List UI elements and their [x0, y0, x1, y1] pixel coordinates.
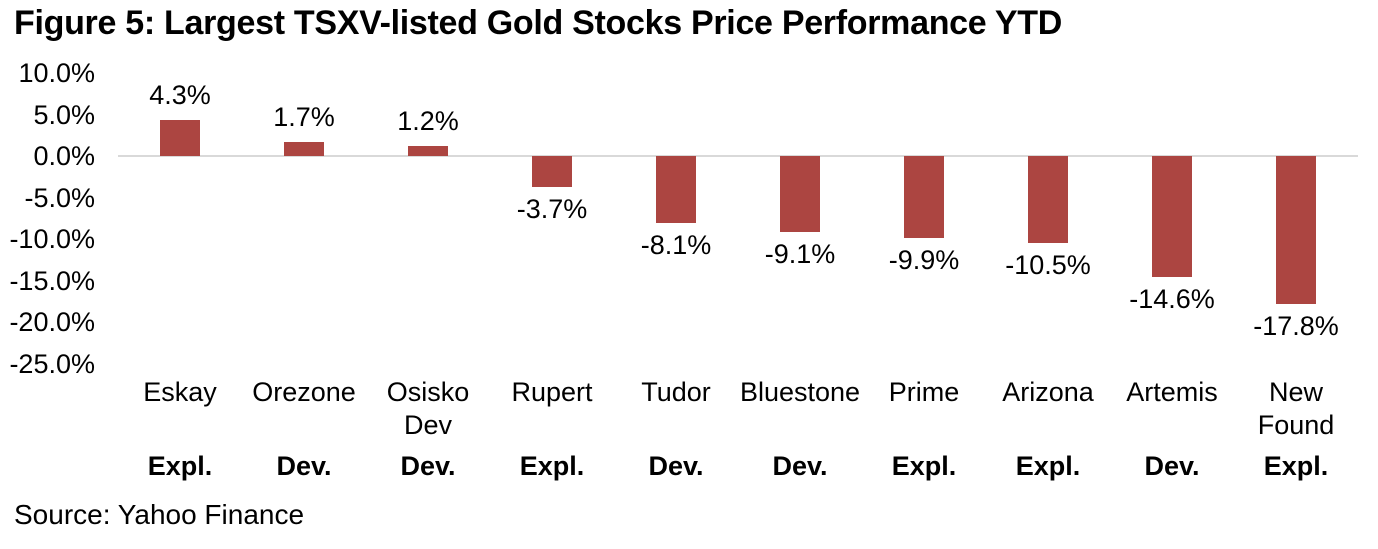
- bar: [904, 156, 944, 239]
- y-tick-label: -10.0%: [9, 224, 95, 254]
- bar-value-label: 1.7%: [273, 101, 335, 132]
- category-label: New Found: [1257, 377, 1335, 440]
- zero-gridline: [118, 155, 1358, 157]
- category-label: Orezone: [252, 377, 356, 407]
- y-tick-label: -25.0%: [9, 348, 95, 379]
- bar: [1028, 156, 1068, 244]
- bar: [656, 156, 696, 224]
- category-label: Rupert: [511, 377, 593, 407]
- bar-value-label: 4.3%: [149, 80, 211, 111]
- bar-value-label: -14.6%: [1129, 284, 1215, 315]
- category-type-label: Expl.: [891, 451, 957, 481]
- category-type-label: Expl.: [1263, 451, 1329, 481]
- category-type-label: Dev.: [1144, 451, 1200, 481]
- bar: [408, 146, 448, 156]
- bar: [1276, 156, 1316, 304]
- category-label: Artemis: [1126, 377, 1218, 407]
- bar-value-label: -3.7%: [516, 193, 588, 224]
- source-note: Source: Yahoo Finance: [14, 499, 305, 530]
- bar: [1152, 156, 1192, 278]
- y-tick-label: 10.0%: [18, 58, 95, 88]
- y-tick-label: -15.0%: [9, 265, 95, 296]
- category-type-label: Expl.: [1015, 451, 1081, 481]
- category-type-label: Dev.: [400, 451, 456, 481]
- category-label: Prime: [888, 377, 960, 407]
- bar: [780, 156, 820, 232]
- bar-value-label: -10.5%: [1005, 250, 1091, 281]
- y-tick-label: 5.0%: [33, 99, 95, 130]
- bar: [284, 141, 324, 156]
- category-type-label: Dev.: [276, 451, 332, 481]
- category-type-label: Expl.: [147, 451, 213, 481]
- category-type-label: Expl.: [519, 451, 585, 481]
- category-type-label: Dev.: [772, 451, 828, 481]
- y-tick-label: -5.0%: [24, 182, 95, 213]
- category-type-label: Dev.: [648, 451, 704, 481]
- category-label: Eskay: [143, 377, 217, 407]
- bar-value-label: 1.2%: [397, 106, 459, 137]
- category-label: Tudor: [641, 377, 711, 407]
- category-label: Arizona: [1002, 377, 1094, 407]
- bar: [160, 120, 200, 156]
- bar-value-label: -9.9%: [888, 245, 960, 276]
- chart-title: Figure 5: Largest TSXV-listed Gold Stock…: [14, 4, 1063, 42]
- y-tick-label: 0.0%: [33, 141, 95, 171]
- category-label: Osisko Dev: [386, 377, 470, 440]
- y-tick-label: -20.0%: [9, 307, 95, 337]
- bar: [532, 156, 572, 187]
- bar-value-label: -9.1%: [764, 238, 836, 269]
- bar-value-label: -8.1%: [640, 230, 712, 261]
- category-label: Bluestone: [739, 377, 861, 407]
- bar-value-label: -17.8%: [1253, 310, 1339, 341]
